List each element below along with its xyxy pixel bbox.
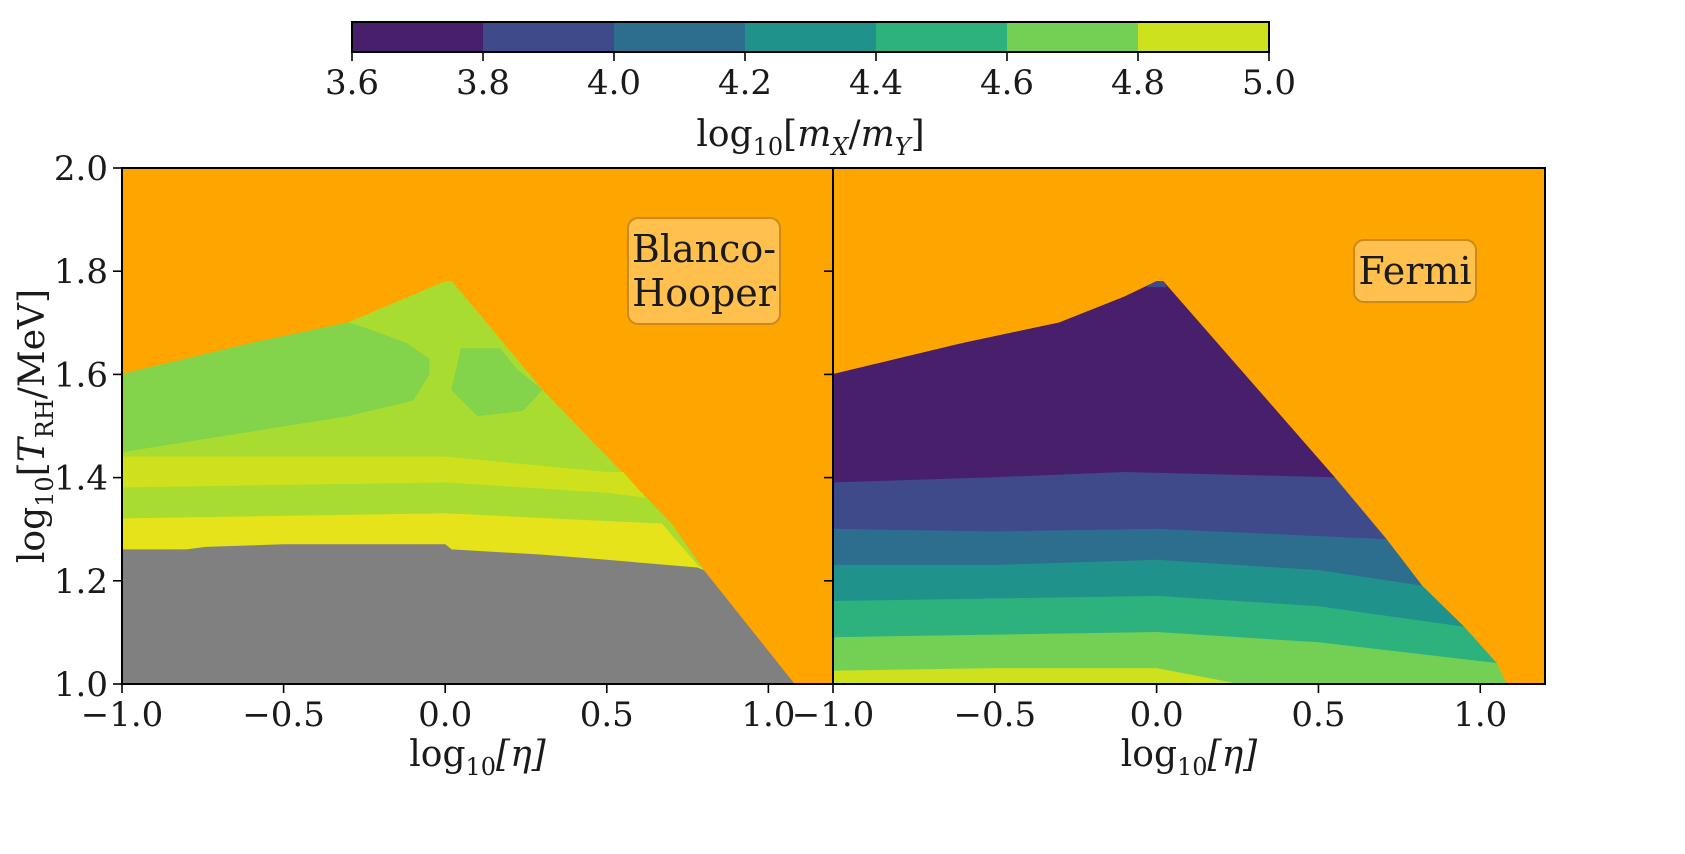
blanco-hooper-xtick-label: 1.0 bbox=[741, 695, 795, 735]
ytick-label: 1.6 bbox=[54, 355, 108, 395]
blanco-hooper-xtick-label: 0.0 bbox=[418, 695, 472, 735]
blanco-hooper-annotation-line: Blanco- bbox=[632, 227, 776, 271]
fermi-annotation-box bbox=[1353, 239, 1477, 303]
colorbar-tick-label: 3.6 bbox=[325, 63, 379, 103]
blanco-hooper-xlabel-sub: 10 bbox=[466, 753, 497, 781]
fermi-contour-region-1 bbox=[832, 471, 1387, 540]
colorbar-tick-label: 4.4 bbox=[849, 63, 903, 103]
fermi-xtick-label: 0.0 bbox=[1130, 695, 1184, 735]
ytick-label: 1.0 bbox=[54, 665, 108, 705]
colorbar-segment-3 bbox=[745, 22, 877, 52]
fermi-xlabel-log: log bbox=[1121, 734, 1177, 775]
fermi-xtick-label: −1.0 bbox=[792, 695, 875, 735]
ylabel: log10[TRH/MeV] bbox=[12, 289, 59, 563]
fermi-xlabel-sub: 10 bbox=[1177, 753, 1208, 781]
blanco-hooper-xlabel-log: log bbox=[409, 734, 465, 775]
colorbar-segment-4 bbox=[876, 22, 1008, 52]
colorbar-segment-5 bbox=[1007, 22, 1139, 52]
colorbar-segment-6 bbox=[1138, 22, 1270, 52]
blanco-hooper-annotation-line: Hooper bbox=[632, 271, 777, 315]
blanco-hooper-contour-region-2 bbox=[451, 348, 543, 417]
colorbar-tick-label: 4.8 bbox=[1111, 63, 1165, 103]
blanco-hooper-annotation-box bbox=[627, 217, 781, 325]
blanco-hooper-contour-region-1 bbox=[121, 322, 430, 453]
panel-fermi: −1.0 −0.5 0.0 0.5 1.0 log10[η] Fermi bbox=[792, 167, 1546, 781]
ytick-label: 1.2 bbox=[54, 562, 108, 602]
colorbar-tick-label: 4.2 bbox=[718, 63, 772, 103]
panel-blanco-hooper: −1.0 −0.5 0.0 0.5 1.0 1.0 1.2 1.4 1.6 1.8 2.0 log10… bbox=[12, 149, 834, 781]
ytick-label: 2.0 bbox=[54, 149, 108, 189]
colorbar-tick-label: 3.8 bbox=[456, 63, 510, 103]
fermi-xlabel: log10[η] bbox=[1121, 734, 1258, 781]
fermi-xtick-label: 0.5 bbox=[1291, 695, 1345, 735]
colorbar-tick-label: 4.0 bbox=[587, 63, 641, 103]
colorbar-segment-0 bbox=[352, 22, 484, 52]
colorbar-segment-2 bbox=[614, 22, 746, 52]
fermi-xtick-label: 1.0 bbox=[1453, 695, 1507, 735]
colorbar-tick-label: 5.0 bbox=[1242, 63, 1296, 103]
colorbar-label: log10[mX/mY] bbox=[696, 114, 924, 161]
ytick-label: 1.8 bbox=[54, 252, 108, 292]
fermi-xtick-label: −0.5 bbox=[954, 695, 1037, 735]
blanco-hooper-xtick-label: −0.5 bbox=[242, 695, 325, 735]
fermi-contour-region-7 bbox=[1146, 281, 1167, 288]
blanco-hooper-xtick-label: 0.5 bbox=[580, 695, 634, 735]
colorbar-tick-label: 4.6 bbox=[980, 63, 1034, 103]
fermi-annotation-line: Fermi bbox=[1358, 249, 1471, 293]
fermi-axes-frame bbox=[832, 167, 1546, 685]
blanco-hooper-xtick-label: −1.0 bbox=[81, 695, 164, 735]
ytick-label: 1.4 bbox=[54, 459, 108, 499]
colorbar: 3.6 3.8 4.0 4.2 4.4 4.6 4.8 5.0 log10[mX/mY] bbox=[325, 21, 1296, 161]
blanco-hooper-xlabel-arg: [η] bbox=[496, 734, 547, 775]
colorbar-segment-1 bbox=[483, 22, 615, 52]
fermi-xlabel-arg: [η] bbox=[1208, 734, 1259, 775]
colorbar-frame bbox=[351, 21, 1270, 53]
blanco-hooper-xlabel: log10[η] bbox=[409, 734, 546, 781]
